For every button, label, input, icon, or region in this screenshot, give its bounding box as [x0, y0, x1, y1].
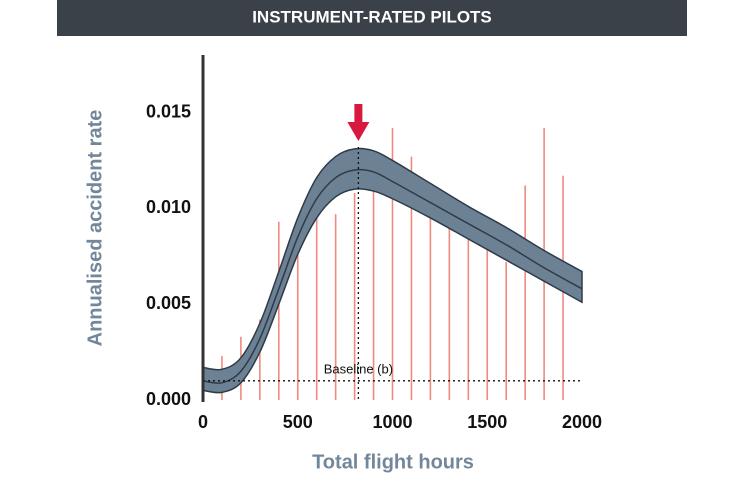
y-tick-label: 0.000 [146, 389, 191, 409]
x-tick-label: 0 [198, 412, 208, 432]
y-axis-title: Annualised accident rate [84, 110, 106, 347]
x-tick-label: 2000 [562, 412, 602, 432]
title-bar [57, 0, 687, 36]
x-tick-label: 1000 [372, 412, 412, 432]
mean-line [202, 168, 583, 384]
x-axis-title: Total flight hours [312, 451, 474, 473]
x-tick-label: 500 [283, 412, 313, 432]
y-tick-label: 0.005 [146, 293, 191, 313]
x-tick-label: 1500 [467, 412, 507, 432]
y-tick-label: 0.015 [146, 101, 191, 121]
confidence-band [202, 147, 583, 394]
y-tick-label: 0.010 [146, 197, 191, 217]
peak-arrow [347, 104, 370, 141]
chart-title: INSTRUMENT-RATED PILOTS [252, 7, 492, 26]
